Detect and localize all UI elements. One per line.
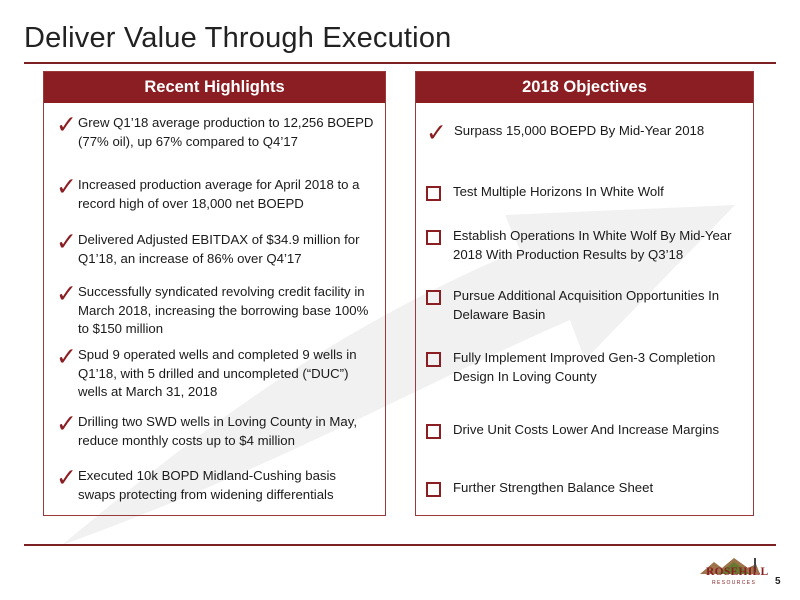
list-item-text: Delivered Adjusted EBITDAX of $34.9 mill… xyxy=(78,232,360,266)
checkmark-icon: ✓ xyxy=(56,280,77,308)
checkbox-icon xyxy=(426,482,441,497)
checkmark-icon: ✓ xyxy=(56,410,77,438)
list-item: ✓ Drilling two SWD wells in Loving Count… xyxy=(56,410,374,450)
list-item: ✓ Increased production average for April… xyxy=(56,173,374,213)
list-item-text: Successfully syndicated revolving credit… xyxy=(78,284,369,336)
list-item-text: Increased production average for April 2… xyxy=(78,177,360,211)
page-number: 5 xyxy=(775,576,781,587)
list-item-text: Drilling two SWD wells in Loving County … xyxy=(78,414,357,448)
list-item: Pursue Additional Acquisition Opportunit… xyxy=(426,287,746,324)
list-item-text: Fully Implement Improved Gen-3 Completio… xyxy=(453,350,716,384)
checkmark-icon: ✓ xyxy=(56,111,77,139)
list-item: ✓ Delivered Adjusted EBITDAX of $34.9 mi… xyxy=(56,228,374,268)
panel-heading: Recent Highlights xyxy=(44,72,385,103)
checkbox-icon xyxy=(426,186,441,201)
list-item: Further Strengthen Balance Sheet xyxy=(426,479,746,498)
objectives-panel: 2018 Objectives ✓ Surpass 15,000 BOEPD B… xyxy=(415,71,754,516)
list-item: ✓ Executed 10k BOPD Midland-Cushing basi… xyxy=(56,464,374,504)
mountain-icon xyxy=(700,558,760,574)
list-item: Test Multiple Horizons In White Wolf xyxy=(426,183,746,202)
list-item-text: Establish Operations In White Wolf By Mi… xyxy=(453,228,732,262)
list-item-text: Executed 10k BOPD Midland-Cushing basis … xyxy=(78,468,337,502)
list-item-text: Surpass 15,000 BOEPD By Mid-Year 2018 xyxy=(454,123,705,138)
checkmark-icon: ✓ xyxy=(56,464,77,492)
checkmark-icon: ✓ xyxy=(56,228,77,256)
list-item: ✓ Spud 9 operated wells and completed 9 … xyxy=(56,343,374,402)
panel-heading: 2018 Objectives xyxy=(416,72,753,103)
list-item-text: Pursue Additional Acquisition Opportunit… xyxy=(453,288,720,322)
checkbox-icon xyxy=(426,230,441,245)
logo-wordmark: ROSEHILL xyxy=(706,566,769,578)
title-divider xyxy=(24,62,776,64)
list-item: Establish Operations In White Wolf By Mi… xyxy=(426,227,746,264)
recent-highlights-panel: Recent Highlights ✓ Grew Q1’18 average p… xyxy=(43,71,386,516)
checkmark-icon: ✓ xyxy=(56,343,77,371)
checkmark-icon: ✓ xyxy=(426,119,447,147)
list-item-text: Further Strengthen Balance Sheet xyxy=(453,480,654,495)
logo-subtitle: RESOURCES xyxy=(712,580,757,586)
list-item: ✓ Successfully syndicated revolving cred… xyxy=(56,280,374,339)
page-title: Deliver Value Through Execution xyxy=(24,22,452,54)
company-logo: ROSEHILL RESOURCES xyxy=(698,556,768,590)
list-item: ✓ Surpass 15,000 BOEPD By Mid-Year 2018 xyxy=(426,119,746,147)
list-item-text: Test Multiple Horizons In White Wolf xyxy=(453,184,664,199)
footer-divider xyxy=(24,544,776,546)
list-item: Drive Unit Costs Lower And Increase Marg… xyxy=(426,421,746,440)
checkmark-icon: ✓ xyxy=(56,173,77,201)
list-item: ✓ Grew Q1’18 average production to 12,25… xyxy=(56,111,374,151)
list-item-text: Grew Q1’18 average production to 12,256 … xyxy=(78,115,374,149)
checkbox-icon xyxy=(426,352,441,367)
list-item: Fully Implement Improved Gen-3 Completio… xyxy=(426,349,746,386)
checkbox-icon xyxy=(426,290,441,305)
checkbox-icon xyxy=(426,424,441,439)
list-item-text: Drive Unit Costs Lower And Increase Marg… xyxy=(453,422,720,437)
list-item-text: Spud 9 operated wells and completed 9 we… xyxy=(78,347,357,399)
